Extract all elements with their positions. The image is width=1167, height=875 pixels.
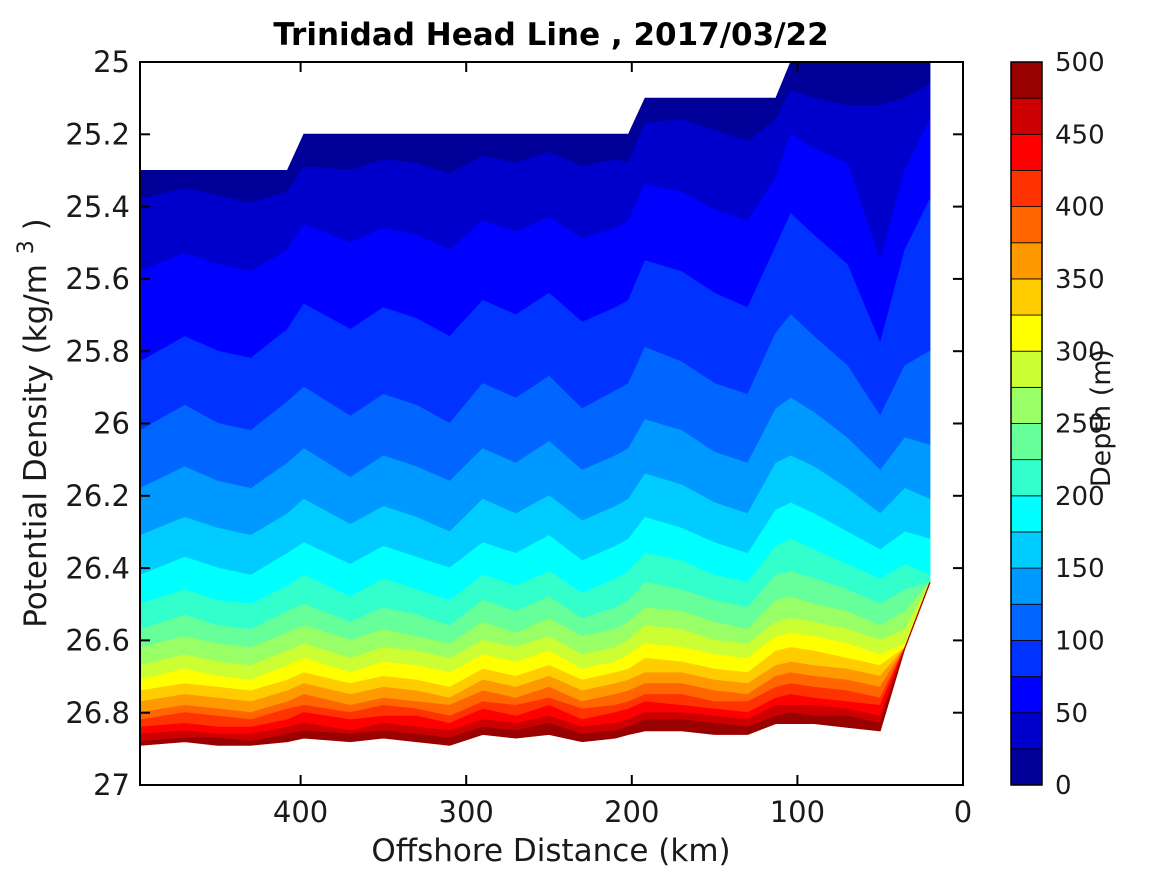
colorbar-segment-300-325m: [1010, 314, 1043, 352]
colorbar-segment-225-250m: [1010, 423, 1043, 461]
colorbar-segment-475-500m: [1010, 61, 1043, 99]
colorbar-segment-150-175m: [1010, 531, 1043, 569]
y-tick-label: 26.2: [65, 479, 130, 513]
colorbar-segment-325-350m: [1010, 278, 1043, 316]
colorbar-segment-400-425m: [1010, 170, 1043, 207]
colorbar-segment-100-125m: [1010, 603, 1043, 641]
colorbar-tick-label: 0: [1055, 771, 1072, 801]
colorbar-tick-label: 200: [1055, 482, 1105, 512]
colorbar-tick-label: 500: [1055, 48, 1105, 78]
colorbar-segment-250-275m: [1010, 386, 1043, 424]
y-axis-label: Potential Density (kg/m 3 ): [5, 218, 54, 628]
x-tick-label: 100: [770, 795, 825, 829]
chart-title: Trinidad Head Line , 2017/03/22: [273, 17, 828, 53]
colorbar-label: Depth (m): [1086, 349, 1117, 487]
x-tick-label: 300: [439, 795, 494, 829]
colorbar-segment-375-400m: [1010, 206, 1043, 244]
y-axis-label-sup: 3: [14, 240, 39, 254]
colorbar-tick-label: 250: [1055, 410, 1105, 440]
y-tick-label: 27: [93, 768, 130, 802]
y-tick-label: 25.8: [65, 334, 130, 368]
colorbar-segment-0-25m: [1010, 748, 1043, 786]
colorbar-segment-75-100m: [1010, 640, 1043, 677]
y-tick-label: 25.4: [65, 190, 130, 224]
colorbar-tick-label: 50: [1055, 699, 1088, 729]
colorbar-segment-425-450m: [1010, 133, 1043, 171]
colorbar-segment-125-150m: [1010, 567, 1043, 605]
x-tick-label: 400: [273, 795, 328, 829]
colorbar-tick-label: 350: [1055, 265, 1105, 295]
colorbar-tick-labels: 0 50 100 150 200 250 300 350 400 450 500: [1055, 48, 1105, 801]
y-tick-label: 26: [93, 407, 130, 441]
colorbar-frame: [1010, 61, 1043, 786]
colorbar-segment-25-50m: [1010, 712, 1043, 750]
x-tick-label: 200: [604, 795, 659, 829]
y-tick-label: 25.6: [65, 262, 130, 296]
axis-ticks: 400 300 200 100 0 25 25.2 25.4 25.6 25.8 26 26.2 26.…: [65, 45, 972, 829]
y-tick-label: 26.8: [65, 696, 130, 730]
colorbar: [1010, 61, 1043, 786]
x-tick-label: 0: [954, 795, 972, 829]
y-axis-label-suffix: ): [18, 218, 54, 230]
colorbar-tick-label: 100: [1055, 627, 1105, 657]
colorbar-tick-label: 450: [1055, 120, 1105, 150]
colorbar-tick-label: 150: [1055, 554, 1105, 584]
x-axis-label: Offshore Distance (km): [371, 833, 730, 869]
contour-bands: [140, 62, 932, 746]
y-axis-label-prefix: Potential Density (kg/m: [18, 264, 54, 628]
colorbar-segment-275-300m: [1010, 350, 1043, 388]
y-tick-label: 26.4: [65, 551, 130, 585]
contour-band-475-500m: [140, 582, 931, 746]
colorbar-tick-label: 400: [1055, 193, 1105, 223]
colorbar-segment-50-75m: [1010, 676, 1043, 714]
colorbar-segment-350-375m: [1010, 242, 1043, 280]
colorbar-tick-label: 300: [1055, 337, 1105, 367]
colorbar-segment-450-475m: [1010, 97, 1043, 135]
colorbar-segment-200-225m: [1010, 459, 1043, 497]
y-tick-label: 25.2: [65, 117, 130, 151]
y-tick-label: 26.6: [65, 624, 130, 658]
colorbar-segment-175-200m: [1010, 495, 1043, 533]
y-tick-label: 25: [93, 45, 130, 79]
